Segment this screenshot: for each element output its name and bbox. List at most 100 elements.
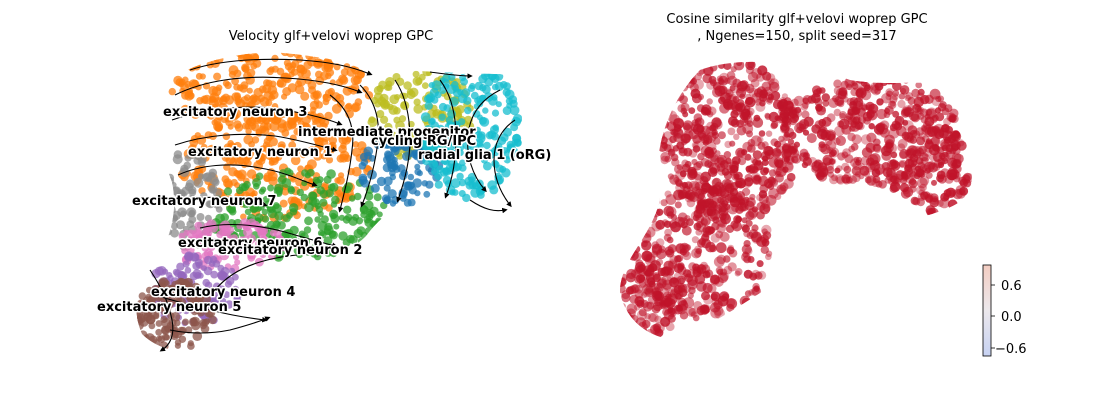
cell-point [201,244,210,252]
cell-point [710,122,719,131]
cell-point [951,141,961,151]
cell-point [393,116,401,124]
cell-point [716,163,726,172]
cell-point [452,120,461,129]
cell-point [727,127,736,136]
cell-point [173,150,183,159]
cell-point [850,143,859,151]
cell-point [911,88,921,98]
cell-point [725,157,732,165]
cell-point [717,156,725,165]
cell-point [736,84,746,94]
cell-point [384,122,393,132]
cell-point [326,169,336,179]
cell-point [918,145,927,155]
cell-point [709,275,721,286]
cell-point [921,125,932,136]
cell-point [258,235,268,246]
cell-point [445,137,451,144]
cell-point [919,175,930,186]
cell-point [388,105,399,115]
cell-point [730,165,739,173]
cell-point [849,73,856,80]
cell-point [724,77,731,85]
cell-point [174,319,181,327]
cell-point [678,284,686,292]
cell-point [338,144,347,154]
cell-point [503,82,511,91]
cell-point [647,313,657,322]
cell-point [491,159,499,167]
cell-point [677,264,684,271]
cell-point [657,141,668,152]
cell-point [708,185,719,195]
cell-point [185,326,193,334]
cell-point [211,53,219,61]
cell-point [160,315,168,324]
cell-point [634,289,644,299]
cell-point [679,78,687,86]
cell-point [209,175,219,186]
cell-point [851,79,858,86]
cell-point [253,107,264,118]
cell-point [735,216,742,223]
cell-point [320,132,331,142]
cell-point [722,98,734,110]
cell-point [666,268,675,276]
cell-point [183,229,190,236]
cell-point [170,222,179,230]
cell-point [398,115,407,123]
cell-point [444,122,455,132]
cell-point [692,266,701,275]
cell-point [668,96,676,105]
cell-point [673,189,684,201]
cell-point [636,215,646,225]
cell-point [384,140,392,149]
cell-point [866,175,877,186]
cell-point [245,128,252,135]
cell-point [886,90,893,97]
cell-point [208,315,217,325]
cell-point [756,210,765,220]
cell-point [304,216,313,226]
cell-point [667,259,678,269]
cell-point [875,122,885,133]
cell-point [855,89,864,98]
cell-point [404,181,414,191]
cell-point [746,120,754,127]
cell-point [155,328,163,336]
cell-point [282,214,291,223]
cell-point [713,256,725,268]
cell-point [623,313,633,323]
cell-point [934,129,945,140]
cell-point [771,147,782,158]
cell-point [746,197,756,208]
cell-point [712,216,720,224]
cell-point [824,161,834,171]
cell-point [389,173,396,181]
cell-point [847,132,856,142]
cell-point [791,156,799,164]
cell-point [646,301,655,310]
cell-point [345,102,353,110]
cell-point [413,104,424,114]
cell-point [161,325,170,335]
cell-point [835,135,846,146]
cell-point [339,75,349,85]
cell-point [765,130,773,137]
cell-point [694,72,702,81]
cell-point [439,86,447,95]
cell-point [294,238,303,247]
cell-point [915,81,922,89]
cell-point [424,94,433,104]
cell-point [452,189,459,196]
cell-point [380,115,389,124]
cell-point [346,234,355,244]
cell-point [289,208,298,216]
cell-point [899,160,906,168]
cell-point [710,233,721,243]
cell-point [248,95,257,104]
cell-point [888,100,897,110]
cell-point [630,269,640,278]
cell-point [287,119,297,130]
